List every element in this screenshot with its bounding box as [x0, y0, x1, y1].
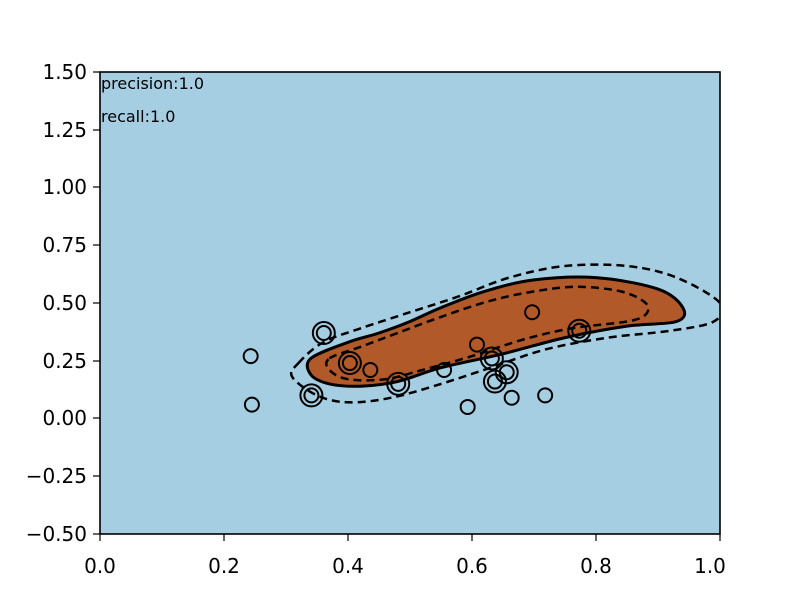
data-point: [341, 355, 358, 372]
data-point: [468, 336, 485, 353]
y-tick-label: −0.50: [26, 522, 87, 546]
support-vector-ring: [567, 318, 592, 343]
y-tick-label: 1.50: [42, 60, 87, 84]
data-point: [390, 375, 407, 392]
x-tick-label: 0.4: [332, 554, 364, 578]
support-vector-ring: [311, 321, 336, 346]
data-point: [571, 322, 588, 339]
data-points: [242, 304, 588, 415]
y-tick-label: 0.75: [42, 233, 87, 257]
data-point: [436, 361, 453, 378]
y-tick-label: 1.00: [42, 175, 87, 199]
data-point: [459, 398, 476, 415]
x-tick-label: 0.2: [208, 554, 240, 578]
y-tick-label: 1.25: [42, 118, 87, 142]
data-point: [242, 348, 259, 365]
decision-boundary-contour: [305, 275, 687, 388]
x-tick-label: 0.6: [456, 554, 488, 578]
precision-annotation: precision:1.0: [101, 74, 204, 93]
support-vector-ring: [479, 346, 504, 371]
data-point: [243, 396, 260, 413]
data-point: [315, 325, 332, 342]
recall-annotation: recall:1.0: [101, 107, 175, 126]
data-point: [524, 304, 541, 321]
support-vector-ring: [299, 383, 324, 408]
x-tick-label: 0.0: [84, 554, 116, 578]
data-point: [362, 361, 379, 378]
y-tick-label: 0.50: [42, 291, 87, 315]
y-tick-label: 0.25: [42, 349, 87, 373]
y-axis: 1.50 1.25 1.00 0.75 0.50 0.25 0.00 −0.25…: [26, 60, 100, 546]
data-point: [486, 373, 503, 390]
margin-inner-contour: [325, 285, 650, 382]
data-point: [483, 350, 500, 367]
support-vector-ring: [386, 371, 411, 396]
data-point: [503, 389, 520, 406]
margin-outer-contour: [289, 263, 720, 404]
data-point: [303, 387, 320, 404]
y-tick-label: 0.00: [42, 406, 87, 430]
support-vectors: [299, 318, 592, 408]
data-point: [498, 364, 515, 381]
x-tick-label: 1.0: [694, 554, 726, 578]
support-vector-ring: [494, 360, 519, 385]
x-tick-label: 0.8: [580, 554, 612, 578]
decision-region: [307, 276, 685, 387]
x-axis: 0.0 0.2 0.4 0.6 0.8 1.0: [84, 534, 726, 578]
support-vector-ring: [337, 351, 362, 376]
data-point: [537, 387, 554, 404]
y-tick-label: −0.25: [26, 464, 87, 488]
